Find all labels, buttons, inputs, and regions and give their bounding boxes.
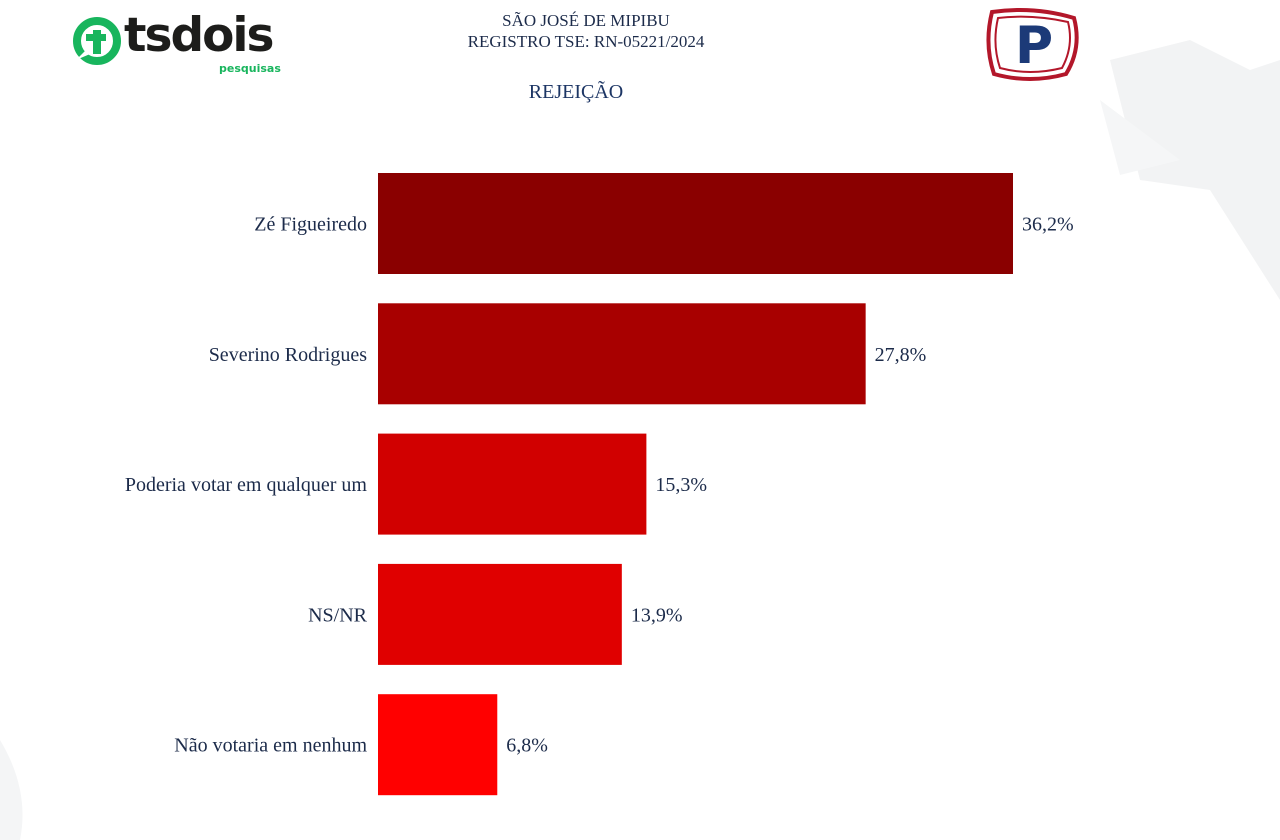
- poll-header: SÃO JOSÉ DE MIPIBU REGISTRO TSE: RN-0522…: [400, 10, 772, 52]
- location-label: SÃO JOSÉ DE MIPIBU: [502, 11, 670, 30]
- value-label-0: 36,2%: [1022, 214, 1074, 236]
- chart-title: REJEIÇÃO: [528, 81, 624, 103]
- registration-label: REGISTRO TSE: RN-05221/2024: [467, 32, 705, 51]
- value-label-4: 6,8%: [506, 735, 548, 757]
- partner-logo-letter: P: [1015, 16, 1053, 76]
- bar-1: [378, 303, 866, 405]
- bar-0: [378, 173, 1013, 274]
- bar-4: [378, 694, 498, 796]
- category-label-0: Zé Figueiredo: [254, 214, 367, 236]
- tsdois-logo: tsdois pesquisas: [72, 8, 302, 76]
- partner-logo: P: [986, 8, 1079, 81]
- value-label-3: 13,9%: [631, 604, 683, 626]
- category-label-2: Poderia votar em qualquer um: [125, 474, 368, 496]
- category-label-1: Severino Rodrigues: [209, 344, 368, 366]
- tsdois-mark-icon: [73, 17, 121, 65]
- brand-subtitle: pesquisas: [219, 62, 281, 75]
- bar-3: [378, 563, 622, 665]
- value-label-1: 27,8%: [875, 344, 927, 366]
- bar-2: [378, 433, 647, 535]
- brand-word: tsdois: [124, 8, 274, 63]
- value-label-2: 15,3%: [655, 474, 707, 496]
- category-label-3: NS/NR: [308, 604, 368, 626]
- category-label-4: Não votaria em nenhum: [174, 735, 367, 757]
